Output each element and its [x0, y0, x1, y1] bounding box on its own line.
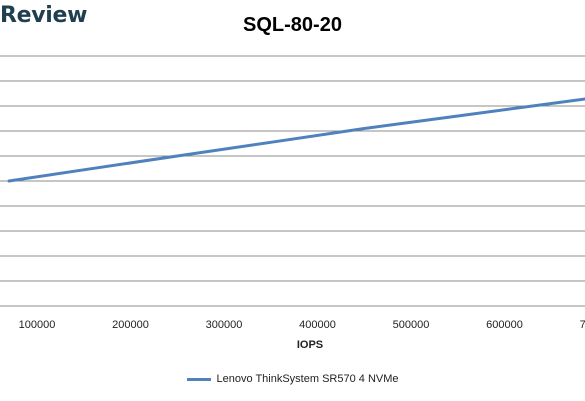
series-line	[7, 97, 585, 183]
brand-logo-text: Review	[0, 3, 88, 28]
x-tick-label: 400000	[299, 319, 336, 331]
x-tick-label: 300000	[206, 319, 243, 331]
x-tick-label: 100000	[19, 319, 56, 331]
legend: Lenovo ThinkSystem SR570 4 NVMe	[0, 373, 585, 385]
x-tick-labels: 100000 200000 300000 400000 500000 600000 7000…	[19, 319, 585, 331]
x-tick-label: 600000	[486, 319, 523, 331]
x-tick-label: 700000	[580, 319, 585, 331]
gridlines	[0, 55, 585, 307]
legend-label: Lenovo ThinkSystem SR570 4 NVMe	[216, 373, 399, 385]
x-axis-title: IOPS	[297, 339, 323, 351]
x-tick-label: 200000	[112, 319, 149, 331]
legend-swatch	[186, 377, 211, 381]
x-tick-label: 500000	[393, 319, 430, 331]
series-lines	[7, 97, 585, 183]
chart-title: SQL-80-20	[243, 14, 342, 36]
